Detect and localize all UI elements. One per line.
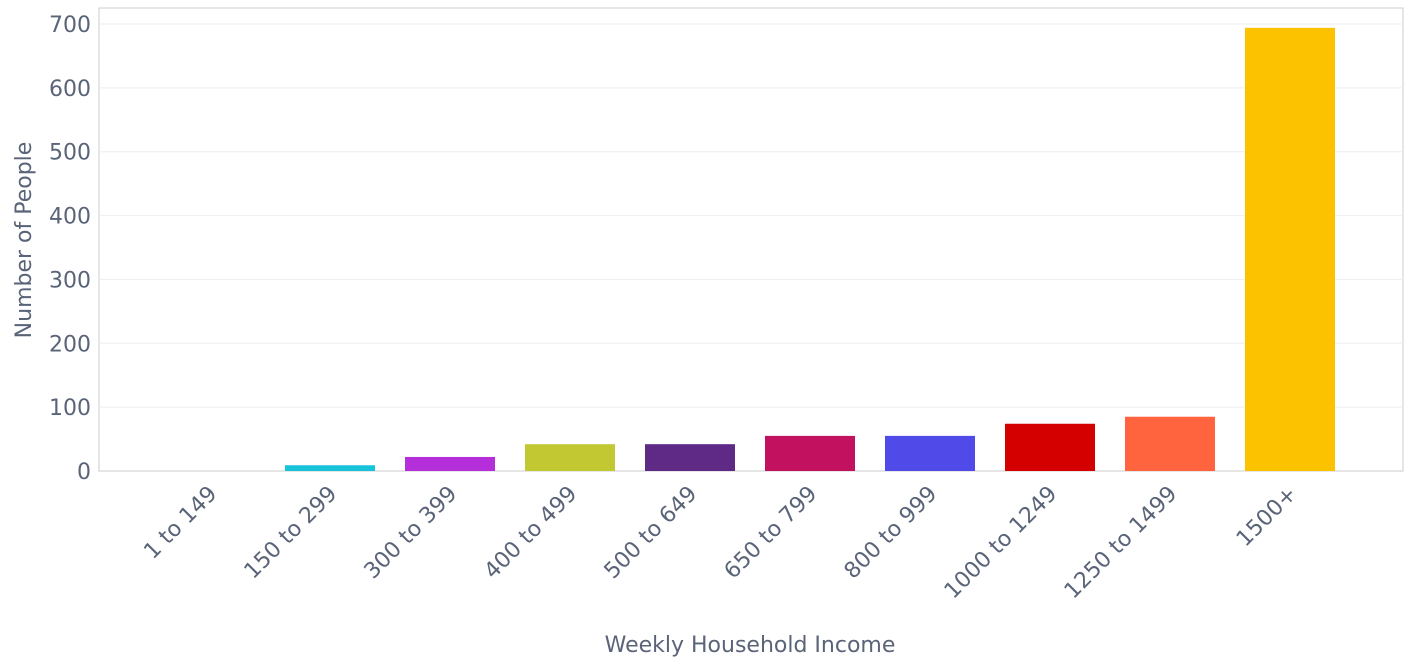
- x-tick-label: 1250 to 1499: [1060, 482, 1182, 604]
- bar: [525, 444, 615, 471]
- x-tick-label: 500 to 649: [600, 482, 703, 585]
- y-tick-label: 300: [49, 268, 91, 293]
- x-tick-label: 1 to 149: [139, 482, 222, 565]
- bar: [405, 456, 495, 471]
- x-axis-title: Weekly Household Income: [605, 633, 896, 658]
- bar: [1005, 423, 1095, 471]
- bar: [765, 435, 855, 471]
- x-tick-label: 400 to 499: [480, 482, 583, 585]
- x-tick-label: 1000 to 1249: [940, 482, 1062, 604]
- bar: [1125, 416, 1215, 471]
- bar: [285, 465, 375, 471]
- y-tick-label: 500: [49, 141, 91, 166]
- bar: [1245, 27, 1335, 472]
- y-tick-label: 600: [49, 77, 91, 102]
- y-tick-label: 200: [49, 332, 91, 357]
- bar: [885, 435, 975, 471]
- x-tick-label: 300 to 399: [360, 482, 463, 585]
- x-tick-label: 150 to 299: [240, 482, 343, 585]
- bar: [645, 444, 735, 471]
- y-tick-label: 700: [49, 13, 91, 38]
- x-tick-label: 650 to 799: [720, 482, 823, 585]
- y-tick-label: 0: [77, 460, 91, 485]
- y-axis-title: Number of People: [12, 142, 37, 339]
- plot-frame: [98, 7, 1404, 472]
- y-tick-label: 400: [49, 205, 91, 230]
- x-tick-label: 800 to 999: [840, 482, 943, 585]
- y-tick-label: 100: [49, 396, 91, 421]
- x-tick-label: 1500+: [1232, 482, 1302, 552]
